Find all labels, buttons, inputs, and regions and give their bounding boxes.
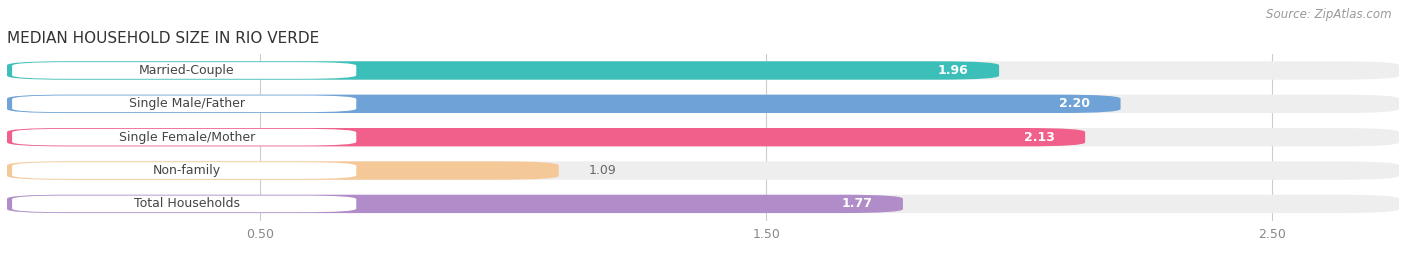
FancyBboxPatch shape <box>13 95 356 112</box>
FancyBboxPatch shape <box>13 129 356 146</box>
Text: Source: ZipAtlas.com: Source: ZipAtlas.com <box>1267 8 1392 21</box>
Text: Single Female/Mother: Single Female/Mother <box>118 131 254 144</box>
Text: Single Male/Father: Single Male/Father <box>129 97 245 110</box>
FancyBboxPatch shape <box>7 95 1399 113</box>
FancyBboxPatch shape <box>13 162 356 179</box>
Text: Married-Couple: Married-Couple <box>139 64 235 77</box>
FancyBboxPatch shape <box>13 196 356 212</box>
Text: Non-family: Non-family <box>153 164 221 177</box>
FancyBboxPatch shape <box>7 195 1399 213</box>
Text: 1.96: 1.96 <box>938 64 969 77</box>
Text: Total Households: Total Households <box>134 197 239 210</box>
FancyBboxPatch shape <box>7 161 1399 180</box>
FancyBboxPatch shape <box>7 61 1000 80</box>
FancyBboxPatch shape <box>7 128 1399 146</box>
FancyBboxPatch shape <box>7 195 903 213</box>
FancyBboxPatch shape <box>7 95 1121 113</box>
Text: 1.09: 1.09 <box>589 164 617 177</box>
Text: 1.77: 1.77 <box>842 197 873 210</box>
FancyBboxPatch shape <box>7 61 1399 80</box>
Text: 2.20: 2.20 <box>1059 97 1090 110</box>
FancyBboxPatch shape <box>13 62 356 79</box>
Text: MEDIAN HOUSEHOLD SIZE IN RIO VERDE: MEDIAN HOUSEHOLD SIZE IN RIO VERDE <box>7 31 319 46</box>
FancyBboxPatch shape <box>7 128 1085 146</box>
Text: 2.13: 2.13 <box>1024 131 1054 144</box>
FancyBboxPatch shape <box>7 161 558 180</box>
